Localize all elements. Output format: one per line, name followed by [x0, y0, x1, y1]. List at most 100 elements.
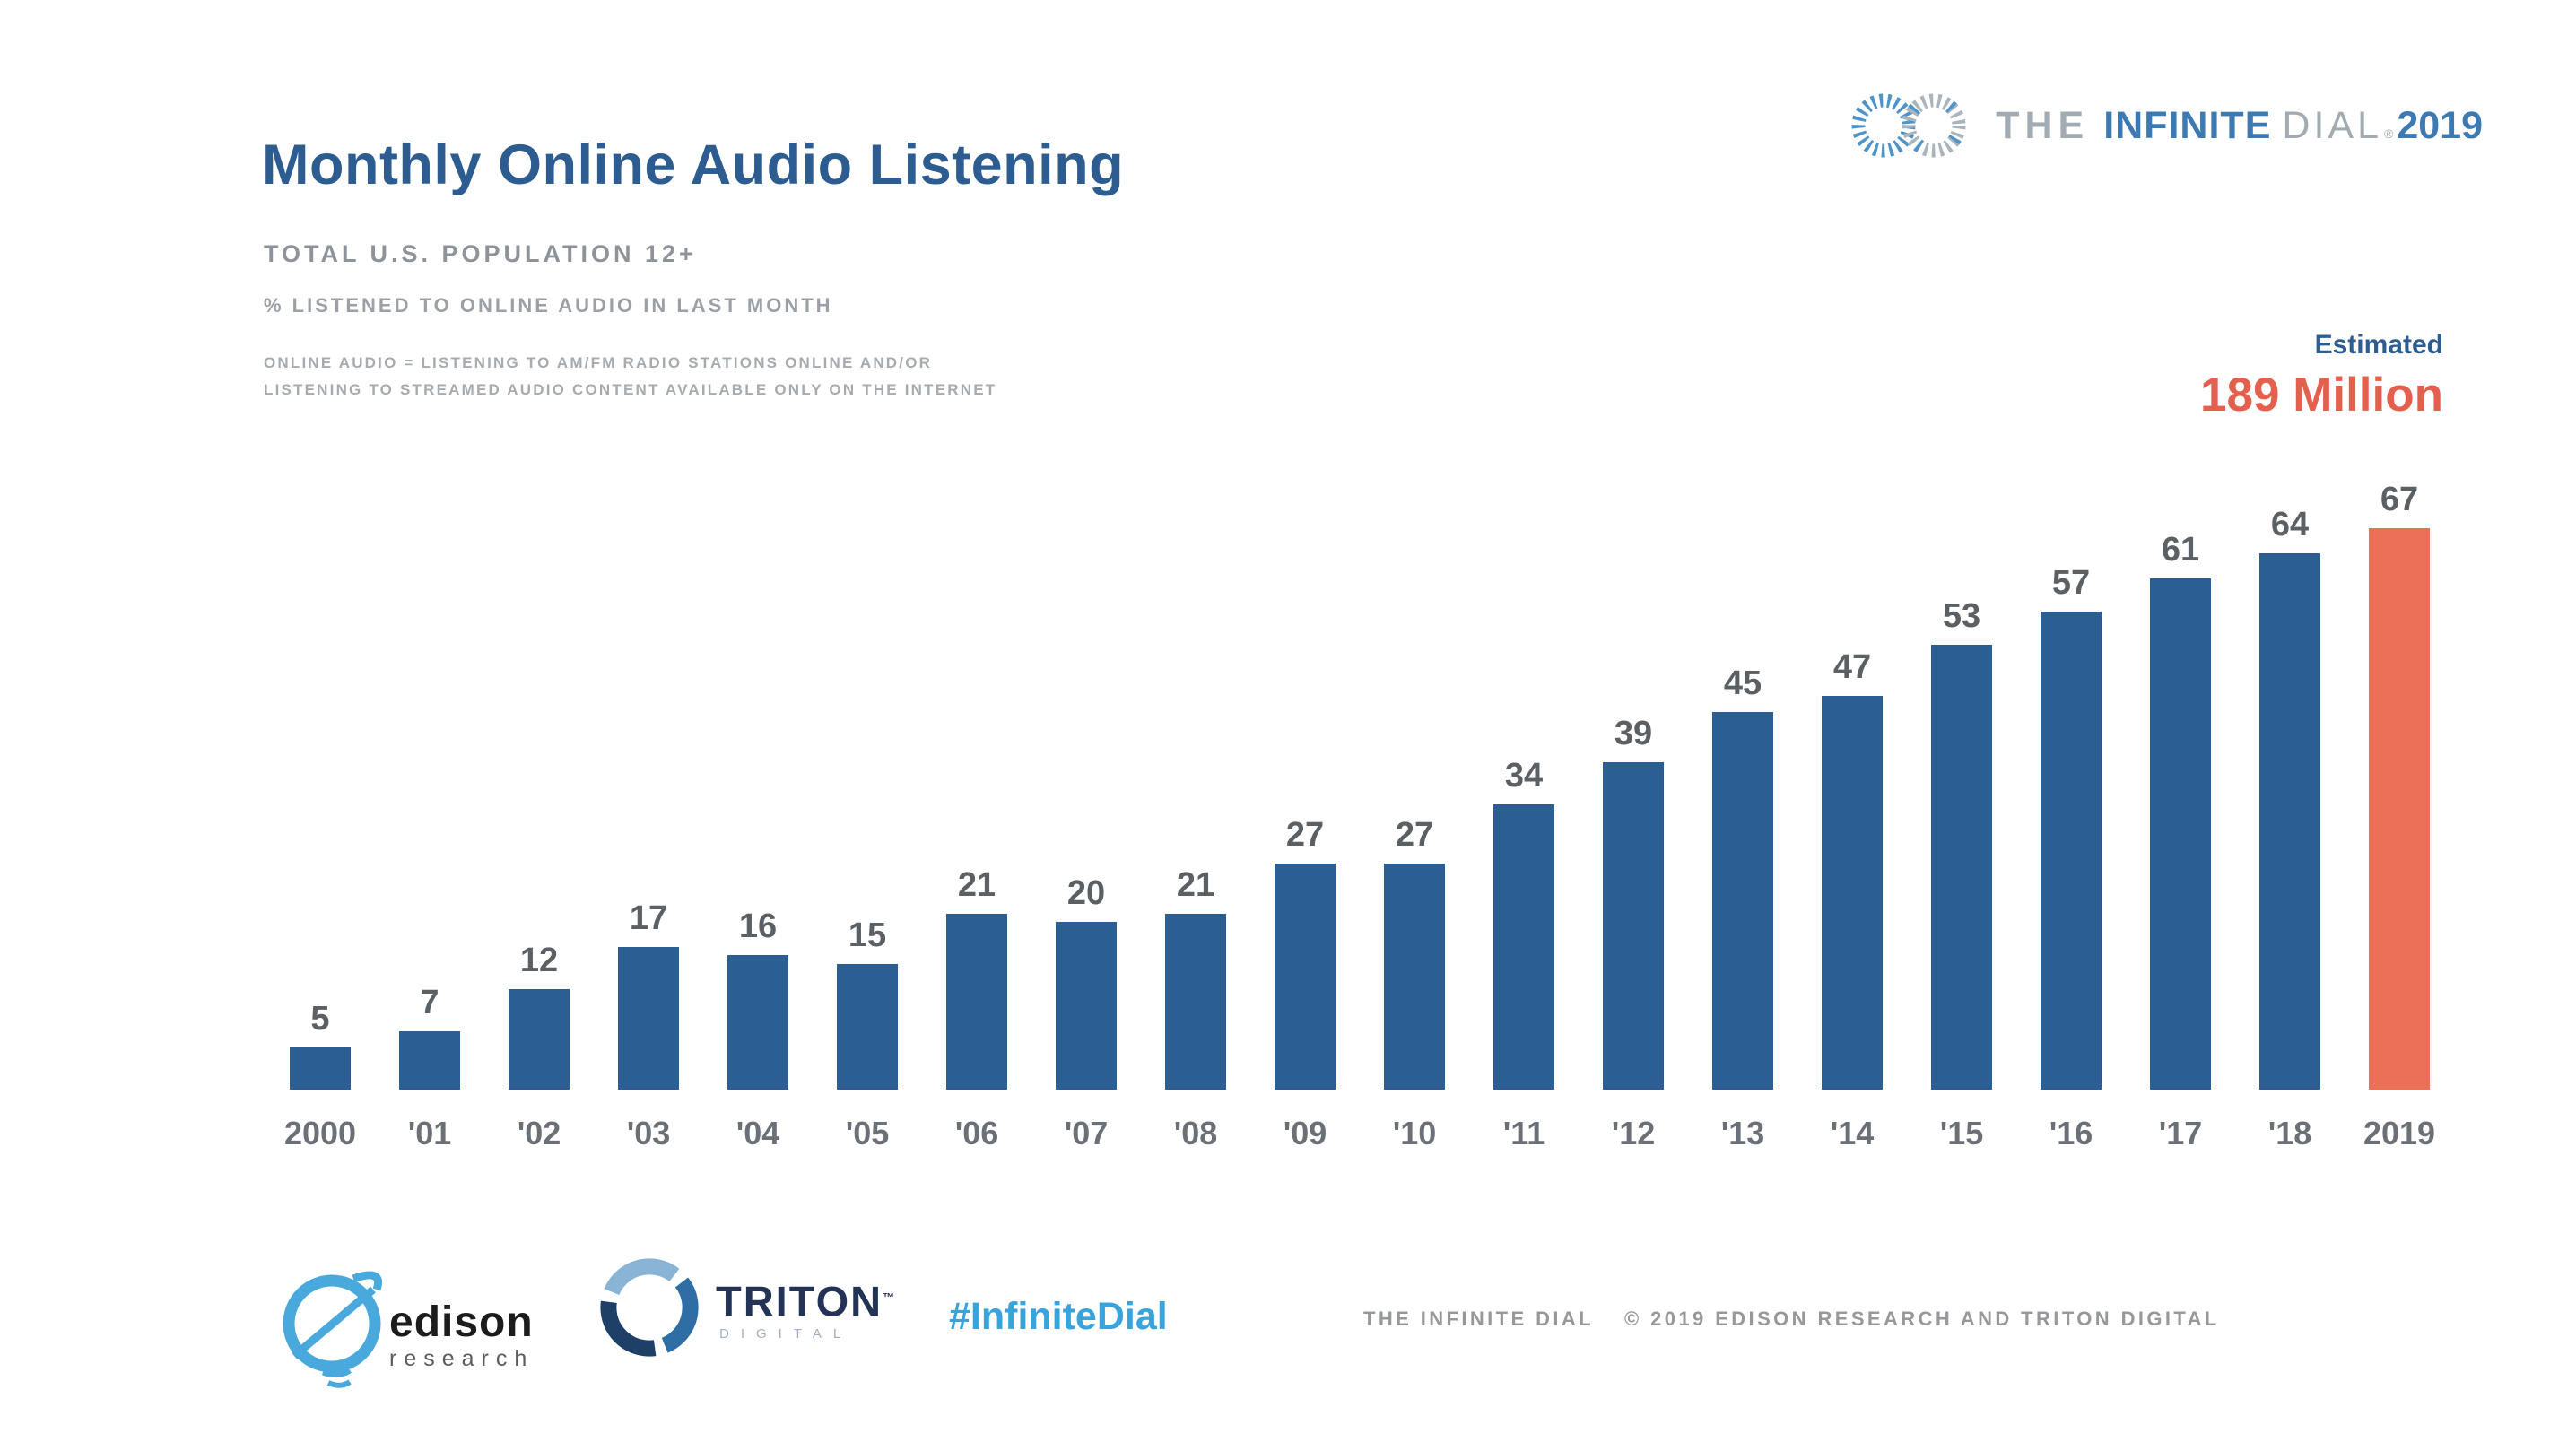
estimated-value: 189 Million: [2200, 369, 2443, 421]
triton-logo-icon: [600, 1258, 699, 1357]
bar-group: 20 '07: [1031, 475, 1141, 1151]
bar-value-label: 15: [848, 916, 887, 954]
bar: [1712, 712, 1773, 1090]
bar-value-label: 45: [1723, 665, 1762, 702]
brand-year: 2019: [2397, 103, 2483, 147]
bar: [509, 989, 570, 1090]
bar-group: 21 '08: [1141, 475, 1250, 1151]
bar: [837, 964, 898, 1090]
bar-group: 39 '12: [1579, 475, 1688, 1151]
edison-wordmark: edison research: [389, 1298, 535, 1372]
infinity-logo-icon: [1851, 93, 1966, 158]
bar: [1275, 864, 1336, 1090]
bar-group: 61 '17: [2126, 475, 2235, 1151]
estimated-label: Estimated: [2314, 330, 2443, 360]
bar-value-label: 67: [2380, 481, 2419, 518]
bar-group: 21 '06: [922, 475, 1031, 1151]
bar-value-label: 27: [1285, 816, 1325, 854]
x-axis-label: 2000: [283, 1115, 357, 1151]
bar-group: 64 '18: [2235, 475, 2345, 1151]
x-axis-label: '03: [626, 1115, 671, 1151]
bar: [290, 1047, 351, 1090]
edison-research-logo: edison research: [267, 1259, 534, 1403]
x-axis-label: '07: [1064, 1115, 1109, 1151]
bar-value-label: 16: [738, 908, 778, 945]
edison-subtitle: research: [389, 1345, 535, 1371]
hashtag: #InfiniteDial: [949, 1295, 1168, 1338]
x-axis-label: '09: [1283, 1115, 1327, 1151]
x-axis-label: '04: [735, 1115, 780, 1151]
infinite-dial-brand: THE INFINITE DIAL ® 2019: [1841, 83, 2483, 169]
bar: [2041, 612, 2102, 1090]
bar-chart: 5 2000 7'01 12'02 17'03 16'04 15'05 21'06 20'07 2…: [265, 475, 2454, 1151]
bar-value-label: 64: [2270, 506, 2310, 543]
brand-dial: DIAL: [2282, 103, 2382, 147]
brand-registered-mark: ®: [2384, 126, 2394, 141]
bar: [399, 1031, 460, 1090]
triton-name: TRITON™: [716, 1277, 897, 1325]
x-axis-label: '18: [2267, 1115, 2312, 1151]
edison-logo-icon: [283, 1271, 382, 1388]
bar: [1056, 922, 1117, 1090]
triton-digital-logo: TRITON™ DIGITAL: [596, 1254, 896, 1361]
x-axis-label: '01: [407, 1115, 452, 1151]
triton-subtitle: DIGITAL: [719, 1325, 853, 1342]
bar-value-label: 12: [519, 942, 559, 979]
definition-line-2: LISTENING TO STREAMED AUDIO CONTENT AVAI…: [264, 381, 997, 398]
x-axis-label: '17: [2158, 1115, 2203, 1151]
bar: [1822, 696, 1883, 1090]
triton-wordmark: TRITON™ DIGITAL: [716, 1279, 896, 1342]
bar: [1603, 762, 1664, 1090]
x-axis-label: '14: [1830, 1115, 1875, 1151]
bar-value-label: 39: [1614, 715, 1653, 752]
x-axis-label: '10: [1392, 1115, 1437, 1151]
bar-group: 47 '14: [1797, 475, 1907, 1151]
x-axis-label: '12: [1611, 1115, 1656, 1151]
edison-name: edison: [389, 1298, 534, 1346]
bar: [946, 914, 1007, 1090]
bar-value-label: 21: [957, 866, 996, 904]
bar-value-label: 7: [420, 984, 439, 1021]
copyright-notice: © 2019 EDISON RESEARCH AND TRITON DIGITA…: [1624, 1307, 2220, 1330]
x-axis-label: '05: [845, 1115, 890, 1151]
bar-group: 34 '11: [1469, 475, 1579, 1151]
brand-infinite: INFINITE: [2103, 103, 2272, 147]
bar-group: 27 '10: [1360, 475, 1469, 1151]
bar-value-label: 20: [1066, 874, 1106, 912]
definition-line-1: ONLINE AUDIO = LISTENING TO AM/FM RADIO …: [264, 354, 933, 371]
bar-value-label: 47: [1832, 648, 1872, 686]
bar-value-label: 53: [1942, 597, 1981, 635]
bar: [1931, 645, 1992, 1090]
bar-group: 16 '04: [703, 475, 813, 1151]
brand-wordmark: THE INFINITE DIAL ® 2019: [1996, 104, 2483, 148]
x-axis-label: 2019: [2363, 1115, 2436, 1151]
bar-group: 7 '01: [375, 475, 484, 1151]
bar-group: 5 2000: [265, 475, 375, 1151]
bar: [1384, 864, 1445, 1090]
bar-group: 53 '15: [1907, 475, 2016, 1151]
bar: [727, 955, 788, 1090]
x-axis-label: '02: [517, 1115, 561, 1151]
bar: [1493, 804, 1554, 1090]
bar: [2259, 553, 2320, 1090]
bar-group: 45 '13: [1688, 475, 1797, 1151]
x-axis-label: '08: [1173, 1115, 1218, 1151]
bar-value-label: 27: [1395, 816, 1434, 854]
bar: [618, 947, 679, 1090]
bar-highlighted: [2369, 528, 2430, 1090]
x-axis-label: '15: [1939, 1115, 1984, 1151]
definition-note: ONLINE AUDIO = LISTENING TO AM/FM RADIO …: [264, 350, 996, 404]
x-axis-label: '16: [2049, 1115, 2093, 1151]
bar-group: 27 '09: [1250, 475, 1360, 1151]
triton-trademark: ™: [883, 1290, 897, 1305]
bar-value-label: 34: [1504, 757, 1544, 795]
bar-group: 57 '16: [2016, 475, 2126, 1151]
bar-value-label: 61: [2161, 531, 2200, 569]
bar-value-label: 5: [310, 1000, 330, 1038]
bar: [1165, 914, 1226, 1090]
brand-the: THE: [1996, 103, 2090, 147]
bar-group: 15 '05: [813, 475, 922, 1151]
page-subtitle: TOTAL U.S. POPULATION 12+: [264, 240, 697, 267]
bar: [2150, 578, 2211, 1090]
bar-group: 17 '03: [594, 475, 703, 1151]
